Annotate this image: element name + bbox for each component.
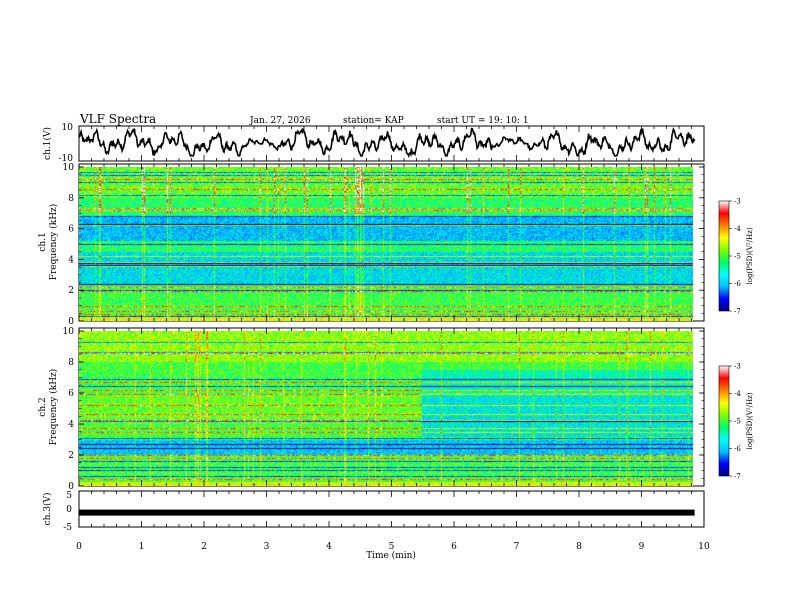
- frequency-tick-label: 10: [63, 327, 75, 337]
- ch2-colorbar: -3 -4 -5 -6 -7 log(PSD)(V²/Hz): [718, 363, 754, 481]
- start-time-label: start UT = 19: 10: 1: [437, 116, 529, 126]
- ch3-trace-panel: 5 0 -5 ch.3(V): [42, 490, 705, 533]
- colorbar-tick-label: -6: [734, 445, 741, 453]
- ch1-spectrogram-xticks: [78, 164, 705, 321]
- frequency-tick-label: 10: [63, 163, 75, 173]
- ch2-spectrogram-xticks: [78, 328, 705, 486]
- ch1-spectrogram-ylabel: Frequency (kHz): [48, 204, 59, 281]
- ch3-trace-ylabel: ch.3(V): [42, 493, 53, 526]
- date-label: Jan. 27, 2026: [249, 116, 311, 126]
- ch1-waveform-line: [78, 127, 696, 159]
- ch1-spectrogram-panel: 0 2 4 6 8 10 ch.1 Frequency (kHz): [38, 163, 705, 327]
- ch2-colorbar-gradient: [719, 366, 729, 476]
- ch2-spectrogram-ylabel: Frequency (kHz): [48, 369, 59, 446]
- colorbar-tick-label: -3: [734, 198, 741, 206]
- ch1-ytick-bottom: -10: [59, 154, 74, 164]
- station-label: station= KAP: [343, 116, 404, 126]
- time-tick-label: 1: [139, 542, 145, 552]
- ch1-waveform-panel: 10 -10 ch.1(V): [42, 123, 705, 164]
- time-tick-label: 0: [76, 542, 82, 552]
- ch1-colorbar: -3 -4 -5 -6 -7 log(PSD)(V²/Hz): [718, 198, 754, 316]
- frequency-tick-label: 6: [68, 389, 74, 399]
- ch1-colorbar-label: log(PSD)(V²/Hz): [746, 227, 754, 284]
- ch3-ytick-top: 5: [66, 491, 72, 501]
- time-tick-label: 4: [326, 542, 332, 552]
- ch1-ytick-top: 10: [62, 123, 74, 133]
- time-axis-label: Time (min): [366, 550, 416, 561]
- ch1-spectrogram-image: [79, 167, 693, 321]
- frequency-tick-label: 2: [68, 286, 74, 296]
- frequency-tick-label: 0: [68, 482, 74, 492]
- colorbar-tick-label: -6: [734, 280, 741, 288]
- frequency-tick-label: 6: [68, 225, 74, 235]
- ch1-waveform-xticks: [78, 126, 705, 161]
- ch1-waveform-ylabel: ch.1(V): [42, 127, 53, 160]
- ch2-spectrogram-image: [79, 331, 693, 486]
- time-tick-label: 7: [514, 542, 520, 552]
- time-tick-label: 6: [451, 542, 457, 552]
- frequency-tick-label: 8: [68, 358, 74, 368]
- ch3-ytick-mid: 0: [66, 505, 72, 515]
- ch3-trace-line: [79, 509, 695, 516]
- ch1-channel-label: ch.1: [38, 232, 48, 251]
- colorbar-tick-label: -7: [734, 473, 741, 481]
- ch1-colorbar-gradient: [719, 201, 729, 311]
- ch3-ytick-bottom: -5: [63, 523, 72, 533]
- ch3-trace-xticks: [78, 491, 705, 527]
- time-tick-label: 2: [201, 542, 207, 552]
- figure-title: VLF Spectra: [79, 112, 156, 126]
- frequency-tick-label: 4: [68, 255, 74, 265]
- ch1-colorbar-ticks: -3 -4 -5 -6 -7: [729, 198, 741, 316]
- time-tick-label: 5: [389, 542, 395, 552]
- ch2-spectrogram-panel: 0 2 4 6 8 10 ch.2 Frequency (kHz): [38, 327, 705, 492]
- frequency-tick-label: 4: [68, 420, 74, 430]
- time-tick-label: 8: [576, 542, 582, 552]
- time-tick-label: 10: [698, 542, 710, 552]
- ch2-colorbar-ticks: -3 -4 -5 -6 -7: [729, 363, 741, 481]
- frequency-tick-label: 8: [68, 194, 74, 204]
- frequency-tick-label: 0: [68, 317, 74, 327]
- ch2-channel-label: ch.2: [38, 397, 48, 416]
- colorbar-tick-label: -5: [734, 418, 741, 426]
- colorbar-tick-label: -4: [734, 225, 741, 233]
- colorbar-tick-label: -4: [734, 390, 741, 398]
- time-axis-tick-labels: 0 1 2 3 4 5 6 7 8 9 10: [76, 542, 710, 552]
- time-tick-label: 3: [264, 542, 270, 552]
- ch2-colorbar-label: log(PSD)(V²/Hz): [746, 392, 754, 449]
- colorbar-tick-label: -5: [734, 253, 741, 261]
- frequency-tick-label: 2: [68, 451, 74, 461]
- colorbar-tick-label: -3: [734, 363, 741, 371]
- ch2-spectrogram-yticks: 0 2 4 6 8 10: [63, 327, 704, 492]
- ch1-spectrogram-yticks: 0 2 4 6 8 10: [63, 163, 704, 327]
- colorbar-tick-label: -7: [734, 308, 741, 316]
- time-tick-label: 9: [639, 542, 645, 552]
